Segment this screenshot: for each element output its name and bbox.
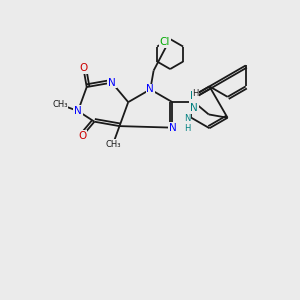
Text: CH₃: CH₃	[52, 100, 68, 109]
Text: N: N	[74, 106, 82, 116]
Text: H: H	[192, 89, 199, 98]
Text: N: N	[146, 84, 154, 94]
Text: O: O	[79, 63, 88, 73]
Text: Cl: Cl	[160, 37, 170, 47]
Text: O: O	[78, 131, 86, 141]
Text: N
H: N H	[184, 114, 190, 134]
Text: N: N	[169, 123, 176, 133]
Text: H
N: H N	[190, 91, 198, 113]
Text: N: N	[108, 78, 116, 88]
Text: CH₃: CH₃	[105, 140, 121, 148]
